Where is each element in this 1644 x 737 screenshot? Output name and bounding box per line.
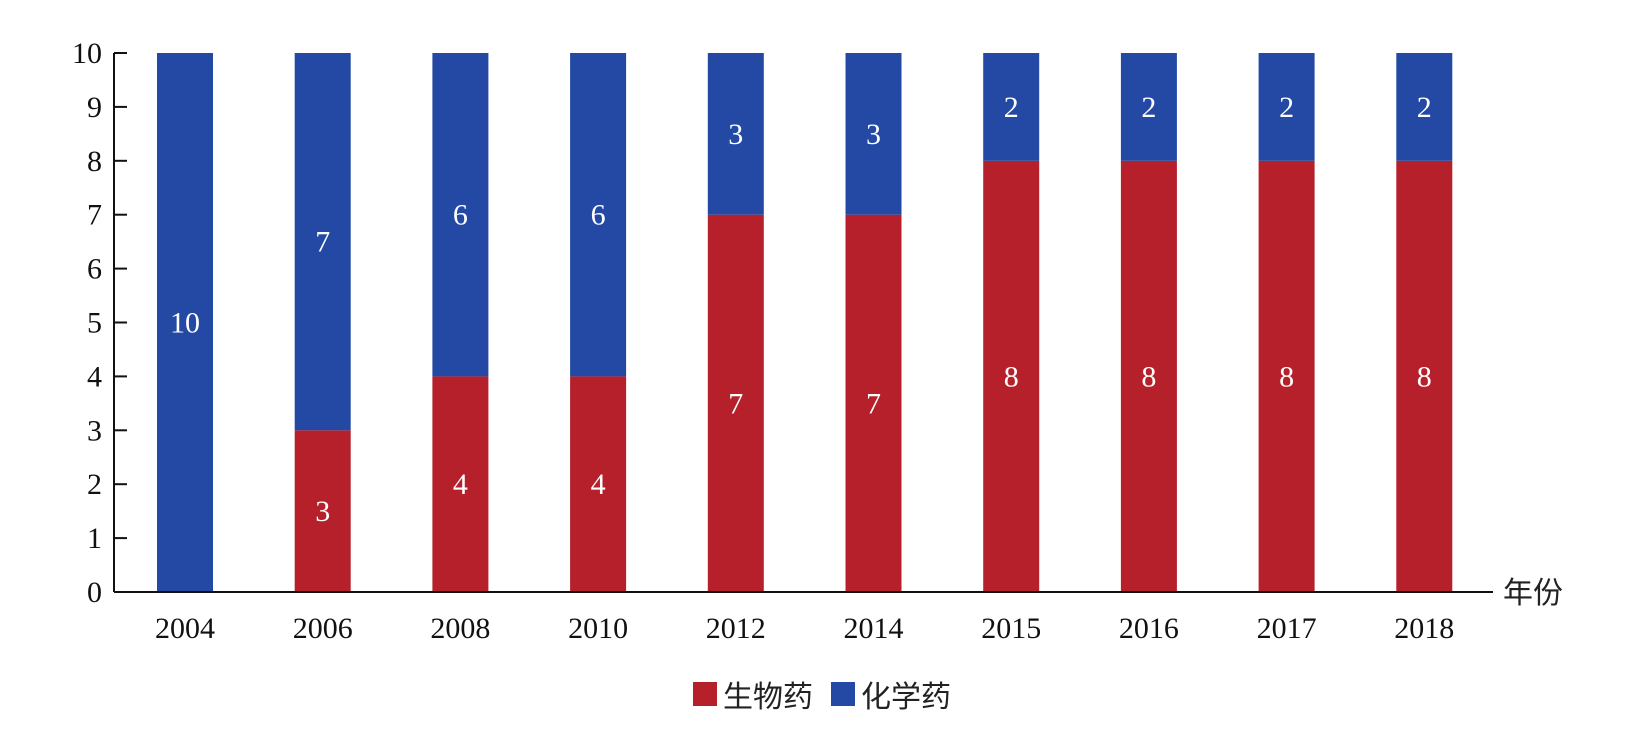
data-label: 8 [1004,360,1019,393]
x-axis-label: 年份 [1503,577,1563,610]
data-label: 2 [1004,91,1019,124]
x-tick-label: 2006 [293,612,353,645]
data-label: 8 [1141,360,1156,393]
data-label: 8 [1279,360,1294,393]
bar-segment [707,214,764,592]
bar-segment [707,53,764,215]
data-label: 2 [1279,91,1294,124]
bar-segment [294,430,351,592]
x-tick-label: 2004 [155,612,215,645]
data-label: 2 [1417,91,1432,124]
bar-segment [845,214,902,592]
legend-item-chem: 化学药 [831,672,951,716]
legend-label-bio: 生物药 [723,680,813,715]
x-tick-label: 2012 [706,612,766,645]
bar-segment [1258,160,1315,593]
data-label: 3 [866,118,881,151]
bar-segment [432,53,489,377]
y-tick-label: 10 [72,37,102,70]
plot-area: 0 1 2 3 4 5 6 7 8 9 10 10 2004 3 7 2006 4 6 2008 4 6 2010 7 3 20… [72,37,1563,645]
data-label: 4 [591,468,606,501]
bar-segment [294,53,351,431]
data-label: 2 [1141,91,1156,124]
x-tick-label: 2018 [1394,612,1454,645]
data-label: 7 [728,387,743,420]
bar-segment [983,53,1040,161]
x-tick-label: 2017 [1257,612,1317,645]
y-tick-label: 0 [87,576,102,609]
y-tick-label: 6 [87,253,102,286]
x-tick-label: 2010 [568,612,628,645]
data-label: 6 [591,199,606,232]
bar-segment [845,53,902,215]
bar-segment [1120,53,1177,161]
y-tick-label: 3 [87,414,102,447]
x-tick-label: 2015 [981,612,1041,645]
bar-segment [1396,53,1453,161]
data-label: 8 [1417,360,1432,393]
legend-swatch-bio [693,682,717,706]
data-label: 10 [170,307,200,340]
data-label: 4 [453,468,468,501]
y-tick-label: 4 [87,360,102,393]
data-label: 7 [866,387,881,420]
bar-segment [1258,53,1315,161]
bar-segment [432,376,489,592]
bar-segment [570,376,627,592]
bar-segment [983,160,1040,593]
legend-label-chem: 化学药 [861,680,951,715]
data-label: 6 [453,199,468,232]
legend: 生物药 化学药 [0,672,1644,716]
x-tick-label: 2008 [430,612,490,645]
y-tick-label: 5 [87,307,102,340]
legend-swatch-chem [831,682,855,706]
data-label: 3 [315,495,330,528]
bar-segment [1120,160,1177,593]
y-tick-label: 8 [87,145,102,178]
bar-segment [157,53,213,592]
data-label: 7 [315,226,330,259]
y-tick-label: 7 [87,199,102,232]
y-tick-label: 9 [87,91,102,124]
bar-segment [570,53,627,377]
y-tick-label: 1 [87,522,102,555]
bar-segment [1396,160,1453,593]
x-tick-label: 2016 [1119,612,1179,645]
legend-item-bio: 生物药 [693,672,813,716]
data-label: 3 [728,118,743,151]
x-tick-label: 2014 [844,612,904,645]
y-tick-label: 2 [87,468,102,501]
